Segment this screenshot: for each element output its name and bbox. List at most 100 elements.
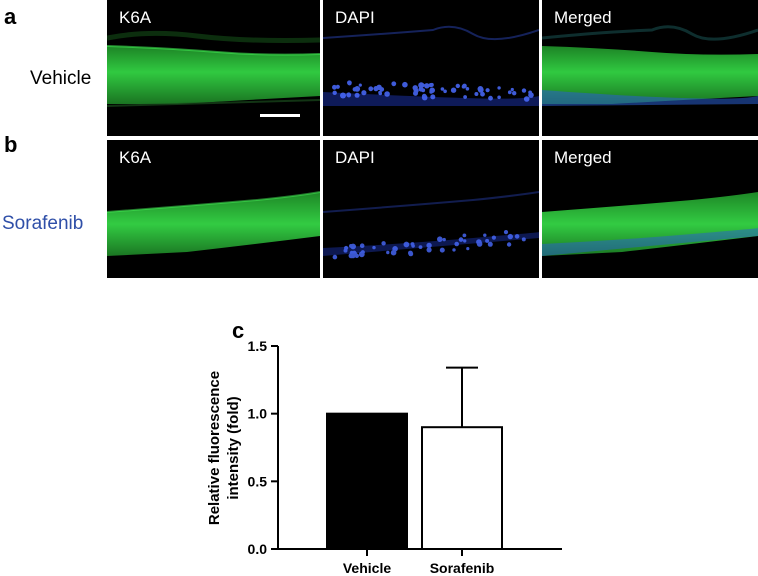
nucleus-dot	[485, 238, 490, 243]
nucleus-dot	[488, 95, 493, 101]
y-axis-label: Relative fluorescence intensity (fold)	[206, 371, 242, 525]
scale-bar	[260, 114, 300, 117]
nucleus-dot	[360, 250, 365, 255]
nucleus-dot	[512, 91, 517, 96]
nucleus-dot	[476, 241, 483, 247]
nucleus-dot	[352, 87, 357, 92]
nucleus-dot	[507, 90, 512, 95]
channel-label-merged-b: Merged	[554, 148, 612, 167]
nucleus-dot	[424, 83, 430, 89]
nucleus-dot	[391, 81, 397, 87]
micrograph-sorafenib-k6a-image	[107, 191, 320, 256]
nucleus-dot	[332, 84, 337, 90]
nucleus-dot	[386, 250, 390, 255]
nucleus-dot	[426, 242, 432, 249]
nucleus-dot	[528, 92, 534, 98]
nucleus-dot	[507, 233, 513, 240]
y-tick-label: 1.0	[248, 406, 268, 422]
micrograph-sorafenib-k6a: K6A	[107, 140, 320, 278]
nucleus-dot	[428, 83, 433, 88]
nucleus-dot	[361, 90, 367, 96]
micrograph-sorafenib-dapi-image	[323, 191, 539, 260]
nucleus-dot	[411, 244, 415, 248]
chart-axes: 0.0 0.5 1.0 1.5 Vehicle Sorafenib	[248, 338, 562, 576]
panel-letter-c: c	[232, 318, 245, 343]
nucleus-dot	[463, 239, 467, 243]
nucleus-dot	[521, 237, 526, 242]
nucleus-dot	[384, 91, 390, 97]
nucleus-dot	[372, 245, 376, 250]
nucleus-dot	[458, 237, 464, 242]
nucleus-dot	[452, 248, 456, 252]
nucleus-dot	[332, 254, 338, 260]
nucleus-dot	[440, 87, 445, 91]
nucleus-dot	[408, 251, 414, 257]
nucleus-dot	[466, 247, 470, 251]
nucleus-dot	[454, 241, 459, 247]
nucleus-dot	[463, 95, 467, 99]
nucleus-dot	[461, 84, 466, 89]
y-tick-label: 1.5	[248, 338, 268, 354]
channel-label-dapi-b: DAPI	[335, 148, 375, 167]
channel-label-k6a: K6A	[119, 8, 152, 27]
nucleus-dot	[477, 87, 484, 93]
row-label-vehicle: Vehicle	[30, 68, 92, 89]
nucleus-dot	[462, 233, 467, 238]
nucleus-dot	[523, 96, 530, 102]
nucleus-dot	[421, 94, 428, 101]
nucleus-dot	[465, 87, 470, 91]
nucleus-dot	[497, 86, 501, 90]
nucleus-dot	[426, 247, 432, 253]
nucleus-dot	[429, 87, 435, 94]
nucleus-dot	[437, 236, 443, 242]
nucleus-dot	[430, 94, 436, 100]
channel-label-k6a-b: K6A	[119, 148, 152, 167]
channel-label-dapi: DAPI	[335, 8, 375, 27]
micrograph-vehicle-dapi-image	[323, 25, 539, 106]
nucleus-dot	[497, 95, 501, 100]
micrograph-vehicle-merged: Merged	[542, 0, 758, 136]
nucleus-dot	[335, 84, 340, 89]
micrograph-vehicle-k6a-image	[107, 30, 320, 107]
y-tick-label: 0.0	[248, 541, 268, 557]
micrograph-vehicle-dapi: DAPI	[323, 0, 539, 136]
nucleus-dot	[506, 242, 512, 247]
y-axis-label-line: intensity (fold)	[225, 396, 242, 499]
nucleus-dot	[521, 88, 527, 93]
panel-letter-a: a	[4, 4, 17, 29]
nucleus-dot	[392, 246, 398, 252]
row-label-sorafenib: Sorafenib	[2, 213, 84, 234]
nucleus-dot	[483, 233, 487, 237]
nucleus-dot	[354, 92, 360, 98]
nucleus-dot	[413, 88, 419, 94]
panel-letter-b: b	[4, 132, 18, 157]
bar-chart: Relative fluorescence intensity (fold) 0.…	[206, 338, 562, 576]
nucleus-dot	[340, 92, 346, 99]
nucleus-dot	[443, 89, 447, 94]
nucleus-dot	[487, 241, 493, 247]
nucleus-dot	[358, 83, 362, 87]
nucleus-dot	[439, 247, 445, 253]
x-tick-label-vehicle: Vehicle	[343, 560, 391, 576]
nucleus-dot	[491, 235, 496, 240]
channel-label-merged: Merged	[554, 8, 612, 27]
nucleus-dot	[485, 88, 490, 93]
nucleus-dot	[347, 81, 352, 86]
nucleus-dot	[378, 91, 383, 96]
nucleus-dot	[455, 83, 460, 89]
micrograph-vehicle-merged-image	[542, 25, 758, 106]
nucleus-dot	[332, 90, 337, 96]
micrograph-sorafenib-merged-image	[542, 192, 758, 256]
nucleus-dot	[349, 250, 354, 255]
nucleus-dot	[349, 244, 353, 248]
micrograph-sorafenib-merged: Merged	[542, 140, 758, 278]
nucleus-dot	[503, 230, 509, 235]
micrograph-sorafenib-dapi: DAPI	[323, 140, 539, 278]
bar-sorafenib	[421, 426, 503, 550]
nucleus-dot	[418, 86, 424, 92]
y-axis-label-line: Relative fluorescence	[206, 371, 223, 525]
chart-marks	[326, 366, 503, 550]
nucleus-dot	[376, 84, 382, 91]
micrograph-vehicle-k6a: K6A	[107, 0, 320, 136]
nucleus-dot	[344, 245, 349, 251]
